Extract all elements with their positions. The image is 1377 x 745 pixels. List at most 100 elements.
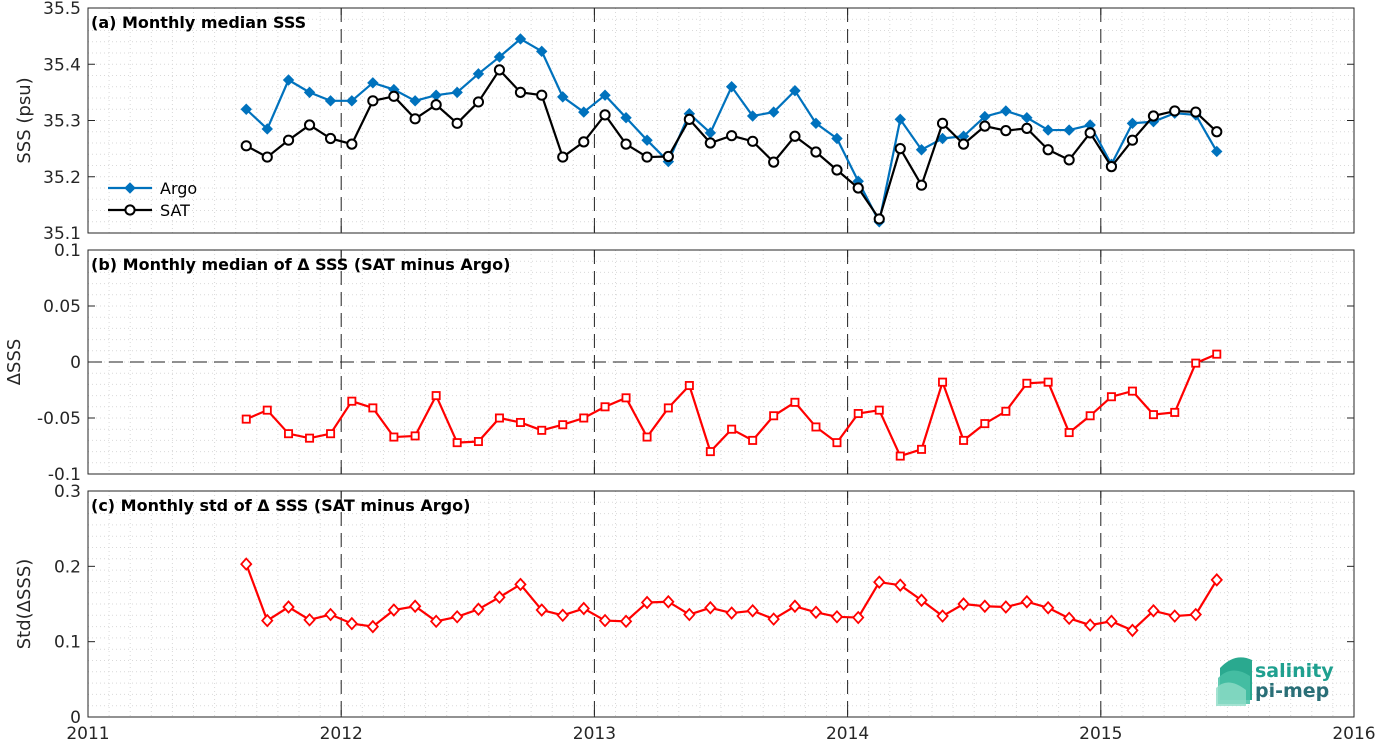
data-point — [789, 130, 801, 142]
series-sat — [240, 64, 1223, 225]
data-point — [726, 130, 738, 142]
data-point — [577, 601, 590, 616]
data-point — [1085, 411, 1095, 421]
data-point — [303, 612, 316, 627]
data-point — [409, 113, 421, 125]
data-point — [514, 86, 527, 98]
data-point — [620, 138, 632, 150]
data-point — [1211, 126, 1223, 138]
x-tick-label: 2016 — [1332, 724, 1375, 744]
data-point — [557, 91, 569, 103]
data-point — [1105, 614, 1118, 629]
data-point — [915, 593, 928, 608]
data-point — [767, 612, 780, 626]
data-point — [261, 123, 273, 135]
data-point — [809, 605, 823, 620]
data-point — [389, 432, 399, 442]
data-point — [1043, 377, 1053, 387]
data-point — [1210, 573, 1223, 587]
data-point — [1021, 111, 1033, 124]
data-point — [579, 413, 589, 423]
y-tick-label: 0.05 — [43, 297, 81, 317]
data-point — [1000, 105, 1012, 117]
data-point — [705, 447, 715, 457]
data-point — [830, 609, 844, 624]
data-point — [663, 403, 673, 413]
y-axis-label: ΔSSS — [4, 339, 25, 386]
data-point — [599, 89, 611, 101]
y-tick-label: -0.05 — [37, 409, 81, 429]
data-point — [640, 595, 654, 610]
data-point — [1083, 618, 1097, 632]
data-point — [915, 144, 928, 156]
data-point — [557, 151, 569, 163]
data-point — [1211, 145, 1223, 158]
data-point — [662, 594, 675, 609]
y-tick-label: 0.3 — [54, 482, 81, 502]
data-point — [641, 151, 653, 163]
data-point — [725, 81, 738, 93]
data-point — [346, 138, 358, 150]
x-tick-label: 2011 — [66, 724, 109, 744]
data-point — [326, 429, 336, 439]
data-point — [980, 419, 990, 429]
data-point — [261, 613, 274, 628]
data-point — [303, 86, 316, 99]
data-point — [789, 84, 801, 97]
data-point — [894, 113, 906, 126]
data-point — [536, 45, 548, 58]
data-point — [345, 616, 359, 631]
data-point — [536, 89, 548, 101]
y-tick-label: 0.1 — [54, 241, 81, 261]
data-point — [282, 134, 295, 146]
data-point — [894, 578, 907, 593]
data-point — [642, 432, 652, 442]
legend: Argo SAT — [108, 179, 197, 220]
data-point — [1084, 127, 1096, 139]
data-point — [124, 182, 136, 194]
data-point — [282, 74, 295, 86]
data-point — [408, 599, 422, 614]
major-grid — [340, 491, 1102, 717]
data-point — [641, 134, 653, 146]
data-point — [387, 603, 401, 617]
data-point — [979, 120, 991, 132]
data-point — [556, 608, 569, 623]
data-point — [600, 402, 610, 412]
data-point — [1022, 378, 1032, 388]
y-tick-label: 0.1 — [54, 633, 81, 653]
data-point — [917, 444, 927, 454]
data-point — [1191, 358, 1201, 368]
data-point — [578, 106, 590, 118]
data-point — [282, 600, 295, 614]
data-point — [747, 135, 759, 147]
data-point — [1042, 124, 1054, 136]
panel-c: 0 0.1 0.2 0.3 2011 2012 2013 2014 2015 2016 Std(ΔS… — [14, 482, 1376, 744]
data-point — [324, 132, 337, 145]
data-point — [1062, 611, 1076, 626]
data-point — [346, 95, 358, 107]
x-tick-label: 2013 — [573, 724, 616, 744]
y-tick-label: 35.2 — [43, 168, 81, 188]
data-point — [535, 603, 548, 617]
data-point — [284, 429, 294, 439]
data-point — [746, 603, 759, 618]
data-point — [240, 140, 252, 152]
y-tick-label: 35.5 — [43, 0, 81, 19]
data-point — [874, 405, 884, 415]
data-point — [1169, 105, 1181, 117]
data-point — [1189, 607, 1202, 622]
legend-label: Argo — [160, 179, 197, 198]
data-point — [514, 577, 527, 592]
data-point — [1042, 144, 1054, 156]
data-point — [999, 600, 1013, 614]
data-point — [938, 377, 948, 387]
minor-grid — [88, 491, 1354, 717]
data-point — [451, 117, 463, 129]
panel-b: -0.1 -0.05 0 0.05 0.1 ΔSSS (b) Monthly median … — [4, 241, 1355, 485]
panel-a: 35.1 35.2 35.3 35.4 35.5 SSS (psu) (a) Monthly… — [14, 0, 1355, 244]
data-point — [811, 422, 821, 432]
data-point — [894, 143, 906, 155]
data-point — [1147, 110, 1160, 122]
